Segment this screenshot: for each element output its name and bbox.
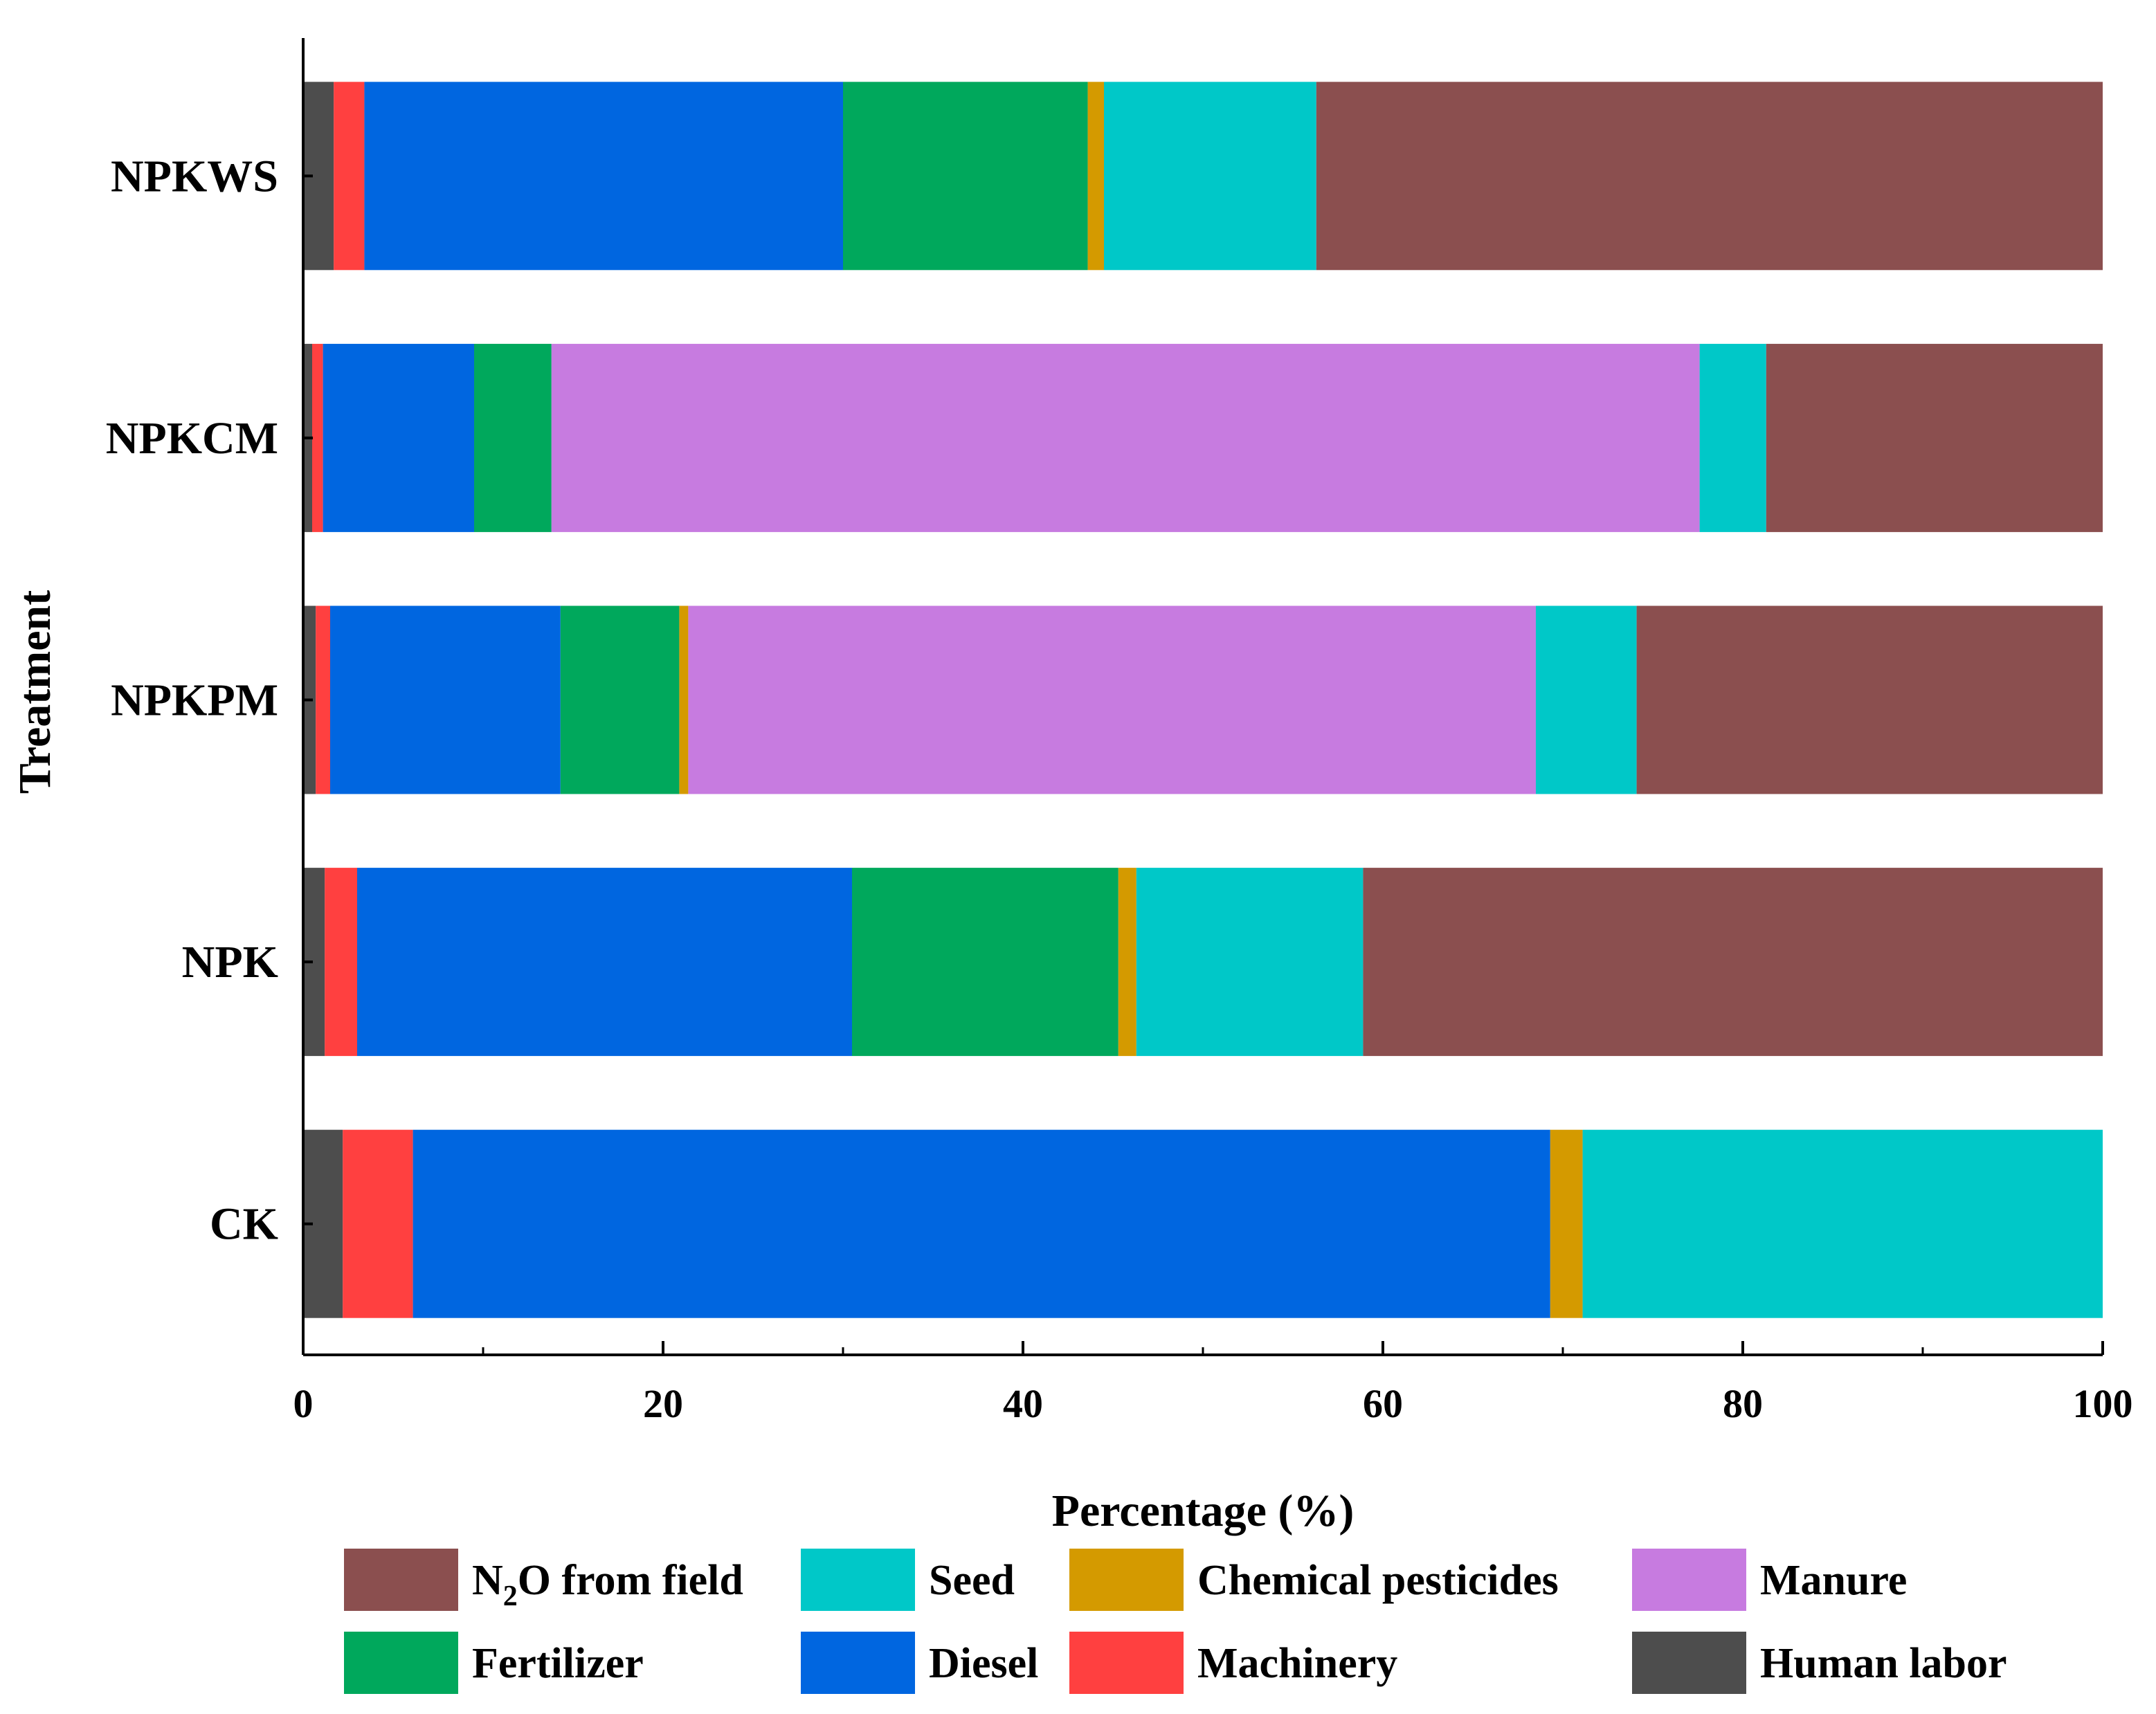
legend-swatch-diesel xyxy=(801,1632,915,1694)
bar-segment-ck-chemical-pesticides xyxy=(1550,1129,1583,1318)
x-tick-label: 40 xyxy=(1003,1381,1043,1426)
x-tick-label: 0 xyxy=(293,1381,314,1426)
legend-label-manure: Manure xyxy=(1760,1557,1907,1604)
bar-segment-ck-diesel xyxy=(413,1129,1550,1318)
legend-label-seed: Seed xyxy=(929,1557,1015,1604)
axes: 0 20 40 60 80 100 NPKWS NPKCM NPKPM NPK CK xyxy=(106,38,2133,1426)
legend-label-fertilizer: Fertilizer xyxy=(472,1640,644,1687)
legend-label-diesel: Diesel xyxy=(929,1640,1038,1687)
x-axis-title: Percentage (%) xyxy=(1052,1486,1355,1536)
bar-segment-npkws-seed xyxy=(1104,82,1316,271)
bar-segment-npkcm-machinery xyxy=(312,343,323,532)
bar-segment-npkpm-fertilizer xyxy=(560,605,680,794)
y-tick-label-npkws: NPKWS xyxy=(111,151,278,201)
bar-segment-npkws-chemical-pesticides xyxy=(1087,82,1104,271)
legend-label-chemical-pesticides: Chemical pesticides xyxy=(1197,1557,1559,1604)
bar-segment-npkcm-seed xyxy=(1699,343,1766,532)
bar-segment-npkpm-manure xyxy=(688,605,1536,794)
bar-segment-npkcm-diesel xyxy=(323,343,474,532)
legend-swatch-seed xyxy=(801,1549,915,1611)
bar-segment-npk-chemical-pesticides xyxy=(1118,868,1136,1057)
y-axis-title: Treatment xyxy=(10,590,60,794)
bar-segment-npk-fertilizer xyxy=(852,868,1118,1057)
legend-label-human-labor: Human labor xyxy=(1760,1640,2007,1687)
bar-segment-npk-n2o-from-field xyxy=(1363,868,2103,1057)
bar-segment-ck-seed xyxy=(1582,1129,2103,1318)
legend-swatch-fertilizer xyxy=(344,1632,458,1694)
y-tick-label-npk: NPK xyxy=(182,937,278,987)
bar-segment-npkcm-fertilizer xyxy=(474,343,552,532)
x-tick-label: 80 xyxy=(1723,1381,1763,1426)
bar-segment-npkpm-chemical-pesticides xyxy=(679,605,689,794)
bar-segment-npkpm-machinery xyxy=(316,605,330,794)
legend-swatch-human-labor xyxy=(1632,1632,1746,1694)
bars xyxy=(303,82,2103,1318)
legend: N2O from field Seed Chemical pesticides Man… xyxy=(344,1549,2007,1694)
y-tick-label-npkpm: NPKPM xyxy=(111,675,278,726)
legend-swatch-n2o-from-field xyxy=(344,1549,458,1611)
bar-segment-npk-seed xyxy=(1136,868,1364,1057)
bar-segment-npkws-machinery xyxy=(334,82,365,271)
y-tick-label-ck: CK xyxy=(210,1199,278,1250)
bar-segment-npkpm-seed xyxy=(1536,605,1637,794)
bar-segment-ck-machinery xyxy=(343,1129,413,1318)
legend-label-machinery: Machinery xyxy=(1197,1640,1397,1687)
bar-segment-npkpm-n2o-from-field xyxy=(1636,605,2103,794)
x-tick-label: 100 xyxy=(2073,1381,2133,1426)
bar-segment-npkws-n2o-from-field xyxy=(1316,82,2103,271)
bar-segment-npk-diesel xyxy=(357,868,852,1057)
bar-segment-npkcm-manure xyxy=(551,343,1700,532)
bar-segment-npkpm-diesel xyxy=(330,605,561,794)
x-tick-label: 60 xyxy=(1363,1381,1403,1426)
bar-segment-npkws-fertilizer xyxy=(843,82,1088,271)
bar-segment-npkcm-n2o-from-field xyxy=(1766,343,2103,532)
y-tick-label-npkcm: NPKCM xyxy=(106,413,278,464)
bar-segment-npkws-diesel xyxy=(364,82,843,271)
legend-swatch-manure xyxy=(1632,1549,1746,1611)
bar-segment-npk-machinery xyxy=(325,868,357,1057)
legend-swatch-machinery xyxy=(1069,1632,1184,1694)
legend-label-n2o-from-field: N2O from field xyxy=(472,1557,743,1612)
legend-swatch-chemical-pesticides xyxy=(1069,1549,1184,1611)
x-tick-label: 20 xyxy=(643,1381,683,1426)
